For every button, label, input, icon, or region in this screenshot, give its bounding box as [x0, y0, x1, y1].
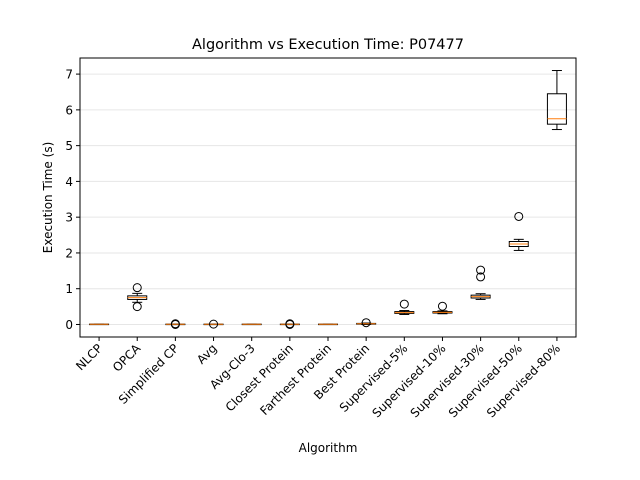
outlier-point	[285, 319, 295, 329]
outlier-point	[476, 272, 486, 282]
x-axis-label: Algorithm	[299, 441, 358, 455]
box-13	[546, 70, 567, 131]
outlier-point	[170, 319, 180, 329]
box-2	[127, 283, 148, 312]
outlier-point	[132, 283, 142, 293]
outlier-point	[476, 265, 486, 275]
y-tick-label: 1	[65, 282, 73, 296]
box-3	[165, 319, 186, 329]
y-tick-label: 3	[65, 211, 73, 225]
y-tick-label: 0	[65, 318, 73, 332]
box-7	[318, 323, 338, 326]
box-5	[241, 323, 262, 326]
box-10	[432, 301, 453, 315]
outlier-point	[132, 302, 142, 312]
outlier-point	[514, 211, 524, 221]
y-tick-label: 6	[65, 103, 73, 117]
y-tick-label: 5	[65, 139, 73, 153]
outlier-point	[399, 299, 409, 309]
box-body	[546, 93, 567, 125]
box-12	[508, 211, 529, 251]
y-tick-label: 7	[65, 68, 73, 82]
axes-frame	[79, 57, 577, 338]
outlier-point	[437, 301, 447, 311]
box-11	[470, 265, 491, 300]
y-tick-label: 2	[65, 246, 73, 260]
outlier-point	[209, 319, 219, 329]
y-tick-label: 4	[65, 175, 73, 189]
y-axis-label: Execution Time (s)	[41, 142, 55, 254]
box-8	[356, 318, 377, 328]
box-1	[89, 323, 110, 326]
box-4	[203, 319, 224, 329]
box-6	[279, 319, 300, 329]
box-9	[394, 299, 415, 315]
chart-title: Algorithm vs Execution Time: P07477	[192, 37, 464, 53]
outlier-point	[361, 318, 371, 328]
